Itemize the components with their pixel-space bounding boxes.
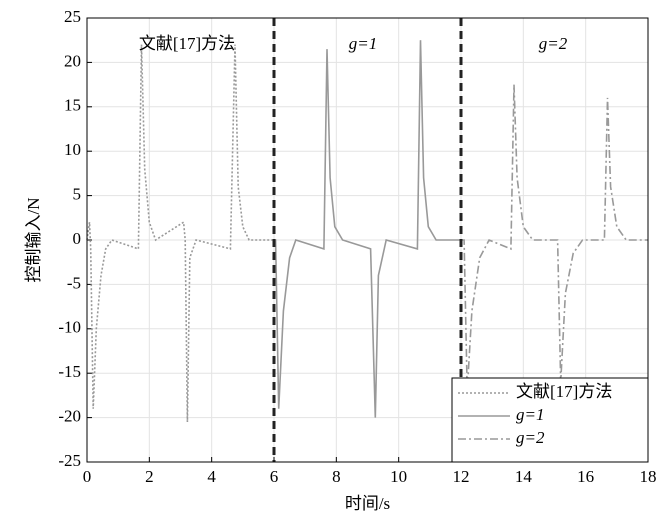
x-tick-label: 10 xyxy=(390,467,407,486)
y-tick-label: -15 xyxy=(58,362,81,381)
annotation: g=2 xyxy=(539,34,568,53)
series-line xyxy=(274,40,461,418)
y-tick-label: 25 xyxy=(64,7,81,26)
y-tick-label: 5 xyxy=(73,185,82,204)
legend-label: g=1 xyxy=(516,405,544,424)
plot-frame xyxy=(86,17,649,463)
x-tick-label: 12 xyxy=(453,467,470,486)
legend-box xyxy=(451,377,649,463)
x-tick-label: 16 xyxy=(577,467,594,486)
y-tick-label: 15 xyxy=(64,96,81,115)
x-tick-label: 8 xyxy=(332,467,341,486)
legend-label: 文献[17]方法 xyxy=(516,382,612,401)
y-axis-label: 控制输入/N xyxy=(24,198,43,283)
x-axis-label: 时间/s xyxy=(345,494,390,513)
y-tick-label: 10 xyxy=(64,140,81,159)
annotation: g=1 xyxy=(349,34,377,53)
series-line xyxy=(86,44,274,423)
legend: 文献[17]方法 g=1 g=2 xyxy=(451,377,649,463)
annotation: 文献[17]方法 xyxy=(139,34,235,53)
x-tick-label: 14 xyxy=(515,467,533,486)
y-tick-label: 20 xyxy=(64,51,81,70)
y-tick-label: -25 xyxy=(58,451,81,470)
y-tick-label: -20 xyxy=(58,407,81,426)
y-tick-label: -10 xyxy=(58,318,81,337)
x-tick-label: 18 xyxy=(640,467,657,486)
y-tick-label: 0 xyxy=(73,229,82,248)
x-tick-label: 6 xyxy=(270,467,279,486)
x-tick-label: 2 xyxy=(145,467,154,486)
y-tick-label: -5 xyxy=(67,273,81,292)
series-line xyxy=(461,84,648,392)
x-tick-label: 0 xyxy=(83,467,92,486)
x-tick-label: 4 xyxy=(207,467,216,486)
legend-label: g=2 xyxy=(516,428,545,447)
